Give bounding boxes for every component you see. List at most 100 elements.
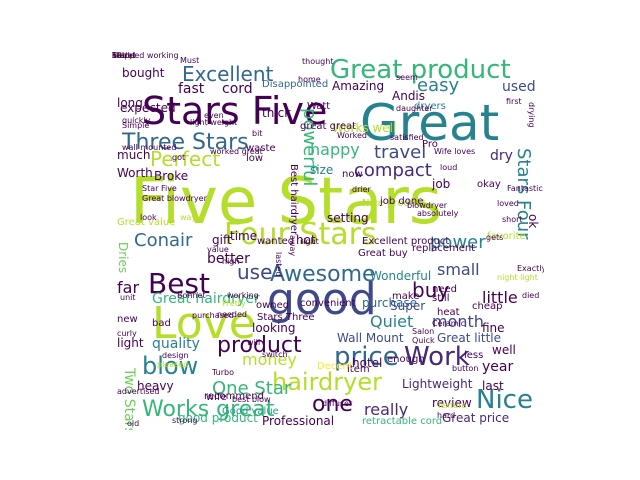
word-much: much — [117, 148, 151, 162]
word-awesome: Awesome — [270, 262, 376, 287]
word-must: Must — [180, 56, 200, 65]
word-wife-loves: Wife loves — [434, 147, 476, 156]
word-even: even — [204, 111, 224, 120]
word-excellent: Excellent — [182, 62, 274, 86]
word-worked: Worked — [337, 131, 367, 140]
word-pretty: Pretty — [222, 299, 246, 308]
word-bonnet: Bonnet — [177, 291, 206, 300]
word-hotel: hotel — [352, 356, 383, 370]
word-ok: ok — [526, 214, 540, 229]
word-quickly: quickly — [122, 116, 151, 125]
word-dryers: dryers — [414, 101, 446, 112]
word-setting: setting — [327, 211, 369, 225]
word-make: make — [392, 291, 420, 302]
word-stars-three: Stars Three — [257, 312, 315, 323]
word-value: value — [207, 245, 229, 254]
word-fine: fine — [482, 321, 505, 335]
word-conair: Conair — [134, 230, 193, 251]
word-first: first — [506, 97, 522, 106]
word-still: still — [432, 293, 450, 304]
word-switch: switch — [262, 350, 288, 359]
word-okay: okay — [477, 179, 501, 190]
word-stopped-working: stopped working — [112, 52, 179, 60]
word-andis: Andis — [392, 89, 426, 103]
word-one: one — [312, 392, 353, 417]
word-favorite: favorite — [487, 231, 526, 242]
word-power: power — [430, 232, 486, 253]
word-owned: owned — [256, 300, 290, 311]
word-need: need — [432, 284, 457, 295]
word-travel: travel — [374, 142, 427, 163]
word-bad: bad — [152, 318, 171, 329]
word-better: better — [207, 251, 250, 267]
word-great-blowdryer: Great blowdryer — [142, 194, 207, 203]
word-night-light: night light — [497, 273, 538, 282]
word-great-buy: Great buy — [358, 248, 408, 259]
word-hair: hair — [112, 52, 128, 60]
word-wife: wife — [206, 392, 227, 403]
word-way: way — [180, 213, 197, 222]
word-great-little: Great little — [437, 331, 502, 345]
word-looking: looking — [252, 321, 296, 335]
word-amazing: Amazing — [332, 79, 385, 93]
word-low: low — [246, 153, 264, 164]
word-t3: T3 — [112, 52, 122, 60]
word-dry: dry — [490, 148, 513, 164]
word-best-blow: best blow — [232, 395, 271, 404]
word-really: really — [364, 400, 409, 419]
word-wall-mounted: wall mounted — [122, 143, 177, 152]
word-new: new — [117, 314, 138, 325]
word-lightweight: Lightweight — [402, 377, 473, 391]
word-drying: drying — [527, 102, 536, 128]
word-light-weight: light weight — [190, 118, 238, 127]
word-unit: unit — [120, 293, 136, 302]
word-disappointed: Disappointed — [262, 79, 329, 90]
word-look: look — [140, 213, 157, 222]
word-quality: quality — [152, 336, 200, 352]
word-job-done: job done — [380, 196, 424, 207]
word-hard: hard — [437, 411, 456, 420]
word-month: month — [432, 312, 484, 331]
word-heavy: heavy — [137, 379, 174, 393]
word-home: home — [298, 75, 321, 84]
word-stars-five: Stars Five — [142, 89, 328, 133]
word-job: job — [432, 177, 451, 191]
word-away: away — [288, 235, 297, 257]
word-high: high — [222, 257, 240, 266]
word-waste: waste — [246, 143, 276, 154]
word-curly: curly — [117, 329, 137, 338]
word-happy: happy — [310, 140, 360, 159]
word-good: good — [267, 274, 377, 325]
word-thing: thing — [112, 52, 133, 60]
word-nice-product: Nice product — [362, 198, 426, 209]
word-convenient: convenient — [300, 298, 356, 309]
word-used: used — [502, 79, 536, 95]
word-works-well: Works well — [332, 121, 397, 135]
word-easy: easy — [417, 75, 460, 96]
word-good-value: Good value — [222, 406, 279, 417]
word-fantastic: Fantastic — [507, 184, 543, 193]
word-retractable-cord: retractable cord — [362, 416, 443, 427]
word-gift: gift — [212, 233, 232, 247]
word-blowdryer: blowdryer — [407, 201, 448, 210]
word-four-stars: Four Stars — [224, 217, 377, 252]
word-less: less — [464, 350, 484, 361]
word-year: year — [482, 359, 514, 375]
word-little: little — [482, 288, 518, 307]
word-quick: Quick — [412, 336, 435, 345]
word-buy: buy — [412, 278, 450, 302]
word-right: right — [300, 237, 319, 246]
word-will: will — [247, 338, 261, 347]
word-far: far — [117, 278, 140, 297]
word-great: Great — [360, 94, 500, 152]
word-old: old — [127, 419, 140, 428]
word-heat: heat — [437, 307, 460, 318]
word-purchase: purchase — [362, 296, 418, 310]
word-blow: blow — [142, 352, 199, 380]
word-excellent-product: Excellent product — [362, 236, 450, 247]
word-great-hairdryer: Great hairdryer — [152, 291, 260, 307]
word-broke: Broke — [154, 169, 189, 183]
word-diffuser: diffuser — [322, 399, 353, 408]
word-review: review — [432, 396, 472, 410]
